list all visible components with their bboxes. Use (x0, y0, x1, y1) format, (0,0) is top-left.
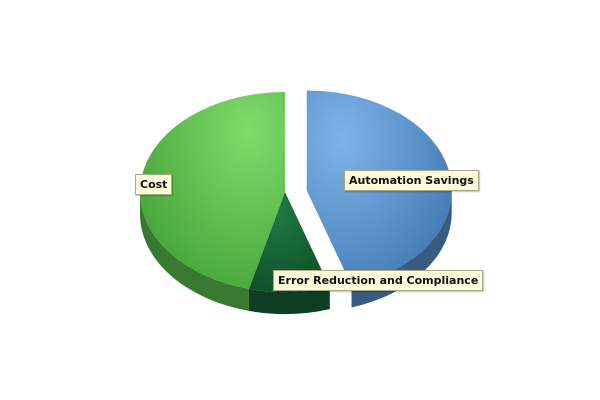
slice-label-error-reduction-and-compliance: Error Reduction and Compliance (273, 270, 484, 291)
pie-slice-side-error-reduction-and-compliance (248, 287, 330, 314)
slice-label-cost: Cost (135, 174, 173, 195)
pie-tops (140, 90, 452, 292)
pie-slice-cost (140, 92, 285, 289)
pie-slice-side-cost (140, 192, 249, 311)
pie-slice-error-reduction-and-compliance (248, 192, 330, 292)
slice-label-automation-savings: Automation Savings (344, 170, 479, 191)
